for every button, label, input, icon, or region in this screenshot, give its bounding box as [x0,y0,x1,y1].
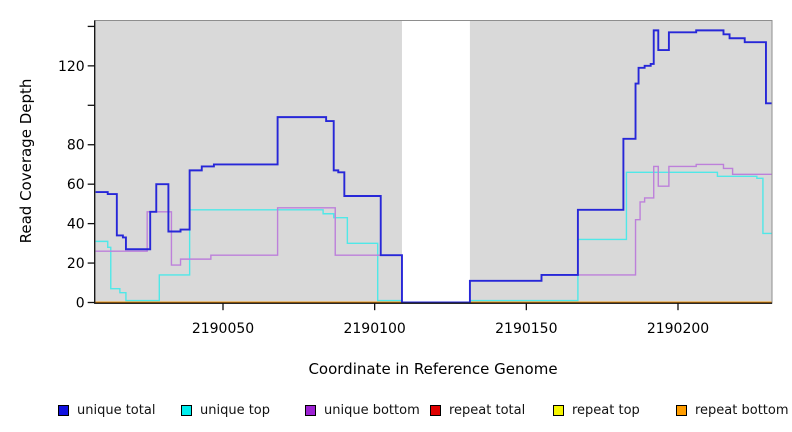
x-axis-title: Coordinate in Reference Genome [308,360,558,378]
x-tick-label: 2190050 [192,321,254,337]
y-tick-label: 80 [67,138,85,154]
x-tick-label: 2190150 [495,321,557,337]
legend-label-unique-top: unique top [200,402,271,418]
repeat-total-swatch-icon [430,404,441,416]
legend-item-repeat-top: repeat top [553,402,640,418]
legend-label-repeat-top: repeat top [572,402,640,418]
y-tick-label: 20 [67,256,85,272]
unique-total-swatch-icon [58,404,69,416]
repeat-top-swatch-icon [553,404,564,416]
legend-label-unique-total: unique total [77,402,156,418]
y-tick-label: 0 [76,296,85,312]
unique-top-swatch-icon [181,404,192,416]
legend-item-unique-bottom: unique bottom [305,402,420,418]
y-tick-label: 60 [67,177,85,193]
legend-label-repeat-total: repeat total [449,402,526,418]
legend-item-unique-total: unique total [58,402,156,418]
legend-item-repeat-bottom: repeat bottom [676,402,789,418]
series-line-unique-top [95,209,402,302]
unique-bottom-swatch-icon [305,404,316,416]
y-axis-title: Read Coverage Depth [17,78,35,244]
y-tick-label: 120 [58,59,85,75]
legend-item-unique-top: unique top [181,402,271,418]
series-line-unique-total [95,29,773,304]
series-line-unique-bottom [95,163,773,304]
x-tick-label: 2190200 [647,321,709,337]
legend-item-repeat-total: repeat total [430,402,526,418]
coverage-gap-region [401,21,470,304]
legend-label-unique-bottom: unique bottom [324,402,420,418]
x-tick-label: 2190100 [343,321,405,337]
legend-label-repeat-bottom: repeat bottom [695,402,789,418]
repeat-bottom-swatch-icon [676,404,687,416]
coverage-chart: 0 20 40 60 80 120 2190050 2190100 2190150 2190200 [58,20,773,337]
y-tick-label: 40 [67,217,85,233]
